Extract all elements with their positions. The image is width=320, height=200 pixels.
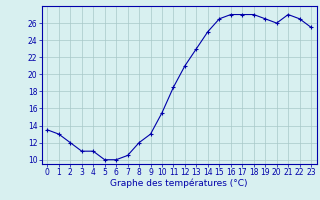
X-axis label: Graphe des températures (°C): Graphe des températures (°C) bbox=[110, 179, 248, 188]
